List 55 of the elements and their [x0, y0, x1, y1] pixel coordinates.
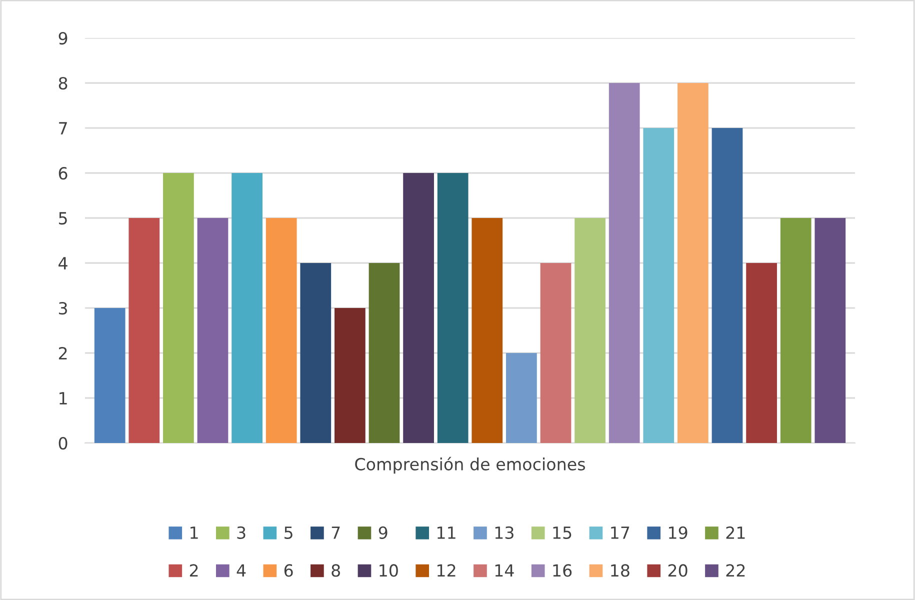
y-tick-label: 4	[58, 257, 68, 270]
legend-label: 16	[553, 564, 572, 577]
bar	[197, 218, 228, 443]
bar	[334, 308, 366, 443]
bar	[266, 218, 297, 443]
bar	[94, 308, 126, 443]
legend-label: 6	[284, 564, 293, 577]
bar	[472, 218, 503, 443]
legend-label: 3	[237, 526, 246, 539]
bar	[574, 218, 606, 443]
bar	[128, 218, 160, 443]
legend-label: 19	[669, 526, 688, 539]
legend-label: 4	[236, 564, 246, 577]
legend-label: 13	[495, 526, 514, 539]
legend-label: 2	[190, 564, 198, 577]
bar	[746, 263, 777, 443]
y-tick-label: 0	[58, 436, 68, 450]
legend-label: 9	[378, 526, 388, 539]
legend-label: 8	[332, 564, 340, 577]
y-tick-label: 8	[58, 76, 68, 90]
bar	[608, 83, 640, 443]
bar	[506, 353, 537, 443]
legend-label: 15	[553, 526, 572, 539]
legend-label: 7	[332, 526, 340, 539]
legend-label: 20	[668, 564, 688, 577]
legend-label: 18	[611, 564, 630, 577]
legend-label: 11	[438, 526, 456, 539]
legend-label: 21	[726, 526, 745, 539]
legend-label: 14	[495, 564, 514, 577]
legend-label: 1	[190, 526, 198, 539]
legend-label: 5	[284, 526, 292, 539]
bar	[232, 173, 262, 443]
bar	[643, 128, 674, 443]
legend-label: 12	[438, 564, 456, 577]
bar	[540, 263, 572, 443]
legend-label: 22	[726, 564, 745, 577]
bar	[780, 218, 812, 443]
y-tick-label: 5	[59, 212, 67, 225]
bar	[712, 128, 743, 443]
bar	[368, 263, 400, 443]
y-tick-label: 6	[58, 166, 68, 180]
y-tick-label: 3	[59, 302, 67, 315]
x-tick-label: Comprensión de emociones	[355, 456, 585, 474]
y-tick-label: 7	[59, 122, 67, 134]
bar	[163, 173, 194, 443]
legend-label: 17	[611, 526, 630, 539]
legend-label: 10	[380, 564, 398, 577]
bar	[300, 263, 332, 443]
y-tick-label: 2	[58, 346, 67, 360]
y-tick-label: 1	[60, 392, 67, 404]
y-tick-label: 9	[58, 32, 68, 45]
bar	[437, 173, 468, 443]
bar	[678, 83, 708, 443]
bar	[403, 173, 434, 443]
bar	[814, 218, 846, 443]
